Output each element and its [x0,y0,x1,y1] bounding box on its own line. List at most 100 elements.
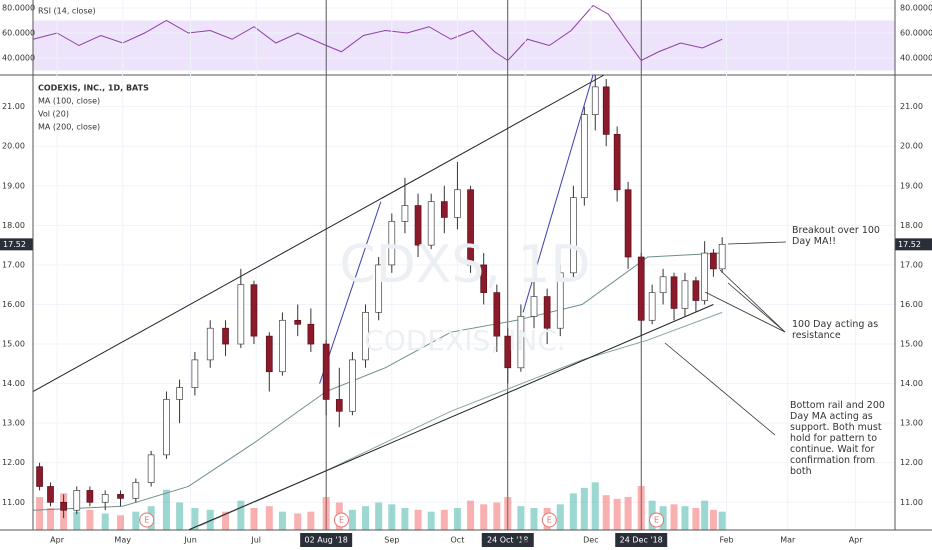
y-tick-label: 14.00 [900,379,923,388]
y-tick-label: 17.00 [2,260,25,269]
candle-body [414,205,422,246]
candle-body [349,359,356,412]
volume-bar [624,497,632,530]
candle-body [440,201,448,218]
candle-body [132,482,140,499]
y-tick-label: 20.00 [2,142,25,151]
moving-average [32,252,723,511]
x-tick-label: Jun [183,536,197,545]
y-tick-label: 19.00 [900,181,923,190]
annotation: Breakout over 100 Day MA!! [792,225,880,247]
y-tick-label: 60.0000 [900,29,932,38]
arrow [704,291,786,333]
y-tick-label: 40.0000 [900,54,932,63]
candle-body [710,252,717,270]
volume-bar [637,486,645,530]
candle-body [659,276,667,293]
trendline [188,304,714,531]
x-tick-label: Sep [384,536,399,545]
volume-bar [278,511,286,530]
volume-bar [191,508,199,530]
candle-body [163,399,170,456]
trendline [319,201,382,384]
candle-body [47,486,54,503]
y-tick-label: 18.00 [2,221,25,230]
candle-body [624,189,632,258]
volume-bar [176,502,184,530]
candle-body [101,494,109,503]
volume-bar [517,506,525,530]
price-title: CODEXIS, INC., 1D, BATS [38,84,149,93]
volume-bar [307,511,315,530]
x-tick-label: Jul [250,536,261,545]
candle-body [602,86,610,135]
candle-body [375,264,383,313]
candle-body [237,284,245,345]
candle-body [670,276,678,309]
candle-body [701,252,709,301]
date-highlight [300,533,353,547]
y-tick-label: 12.00 [900,458,923,467]
volume-bar [556,504,564,530]
volume-bar [86,509,94,530]
volume-bar [322,497,330,530]
volume-bar [101,513,109,530]
volume-bar [692,508,700,530]
rsi-line [32,4,723,62]
y-tick-label: 12.00 [2,458,25,467]
volume-bar [414,509,422,530]
x-tick-label: May [114,536,131,545]
candle-body [191,359,199,388]
candle-body [206,327,214,361]
volume-bar [73,511,81,530]
arrow [664,342,776,436]
y-tick-label: 80.0000 [900,4,932,13]
y-tick-label: 11.00 [2,498,25,507]
y-tick-label: 16.00 [900,300,923,309]
y-tick-label: 16.00 [2,300,25,309]
candle-body [294,319,302,325]
annotation: 100 Day acting as resistance [792,319,879,341]
volume-bar [480,504,488,530]
volume-bar [36,497,44,530]
volume-bar [440,509,448,530]
y-tick-label: 15.00 [900,340,923,349]
candle-body [454,189,461,218]
earnings-label: E [547,516,552,525]
volume-bar [375,502,383,530]
earnings-label: E [654,516,659,525]
volume-bar [681,506,689,530]
volume-bar [709,509,717,530]
candle-body [322,343,330,400]
candle-body [60,501,67,511]
y-tick-label: 14.00 [2,379,25,388]
earnings-marker [333,512,349,528]
candle-body [530,296,538,317]
x-axis-bg [0,530,932,550]
candle-body [279,319,286,373]
candle-body [580,114,588,199]
candle-body [307,323,315,345]
earnings-marker [139,512,155,528]
y-tick-label: 20.00 [900,142,923,151]
volume-bar [47,508,55,530]
candle-body [86,490,94,503]
layer [0,4,932,76]
candle-body [504,335,512,369]
volume-bar [132,511,140,530]
y-tick-label: 11.00 [900,498,923,507]
watermark-name: CODEXIS, INC. [364,324,566,357]
annotation: Bottom rail and 200 Day MA acting as sup… [790,400,885,477]
date-highlight [481,533,534,547]
arrow [727,282,786,333]
volume-bar [237,500,245,530]
legend-ma100: MA (100, close) [38,97,100,106]
earnings-label: E [339,516,344,525]
y-tick-label: 21.00 [2,102,25,111]
candle-body [176,387,183,400]
volume-bar [718,511,726,530]
volume-bar [602,495,610,530]
rsi-title: RSI (14, close) [38,7,96,16]
x-tick-label: Apr [50,536,65,545]
